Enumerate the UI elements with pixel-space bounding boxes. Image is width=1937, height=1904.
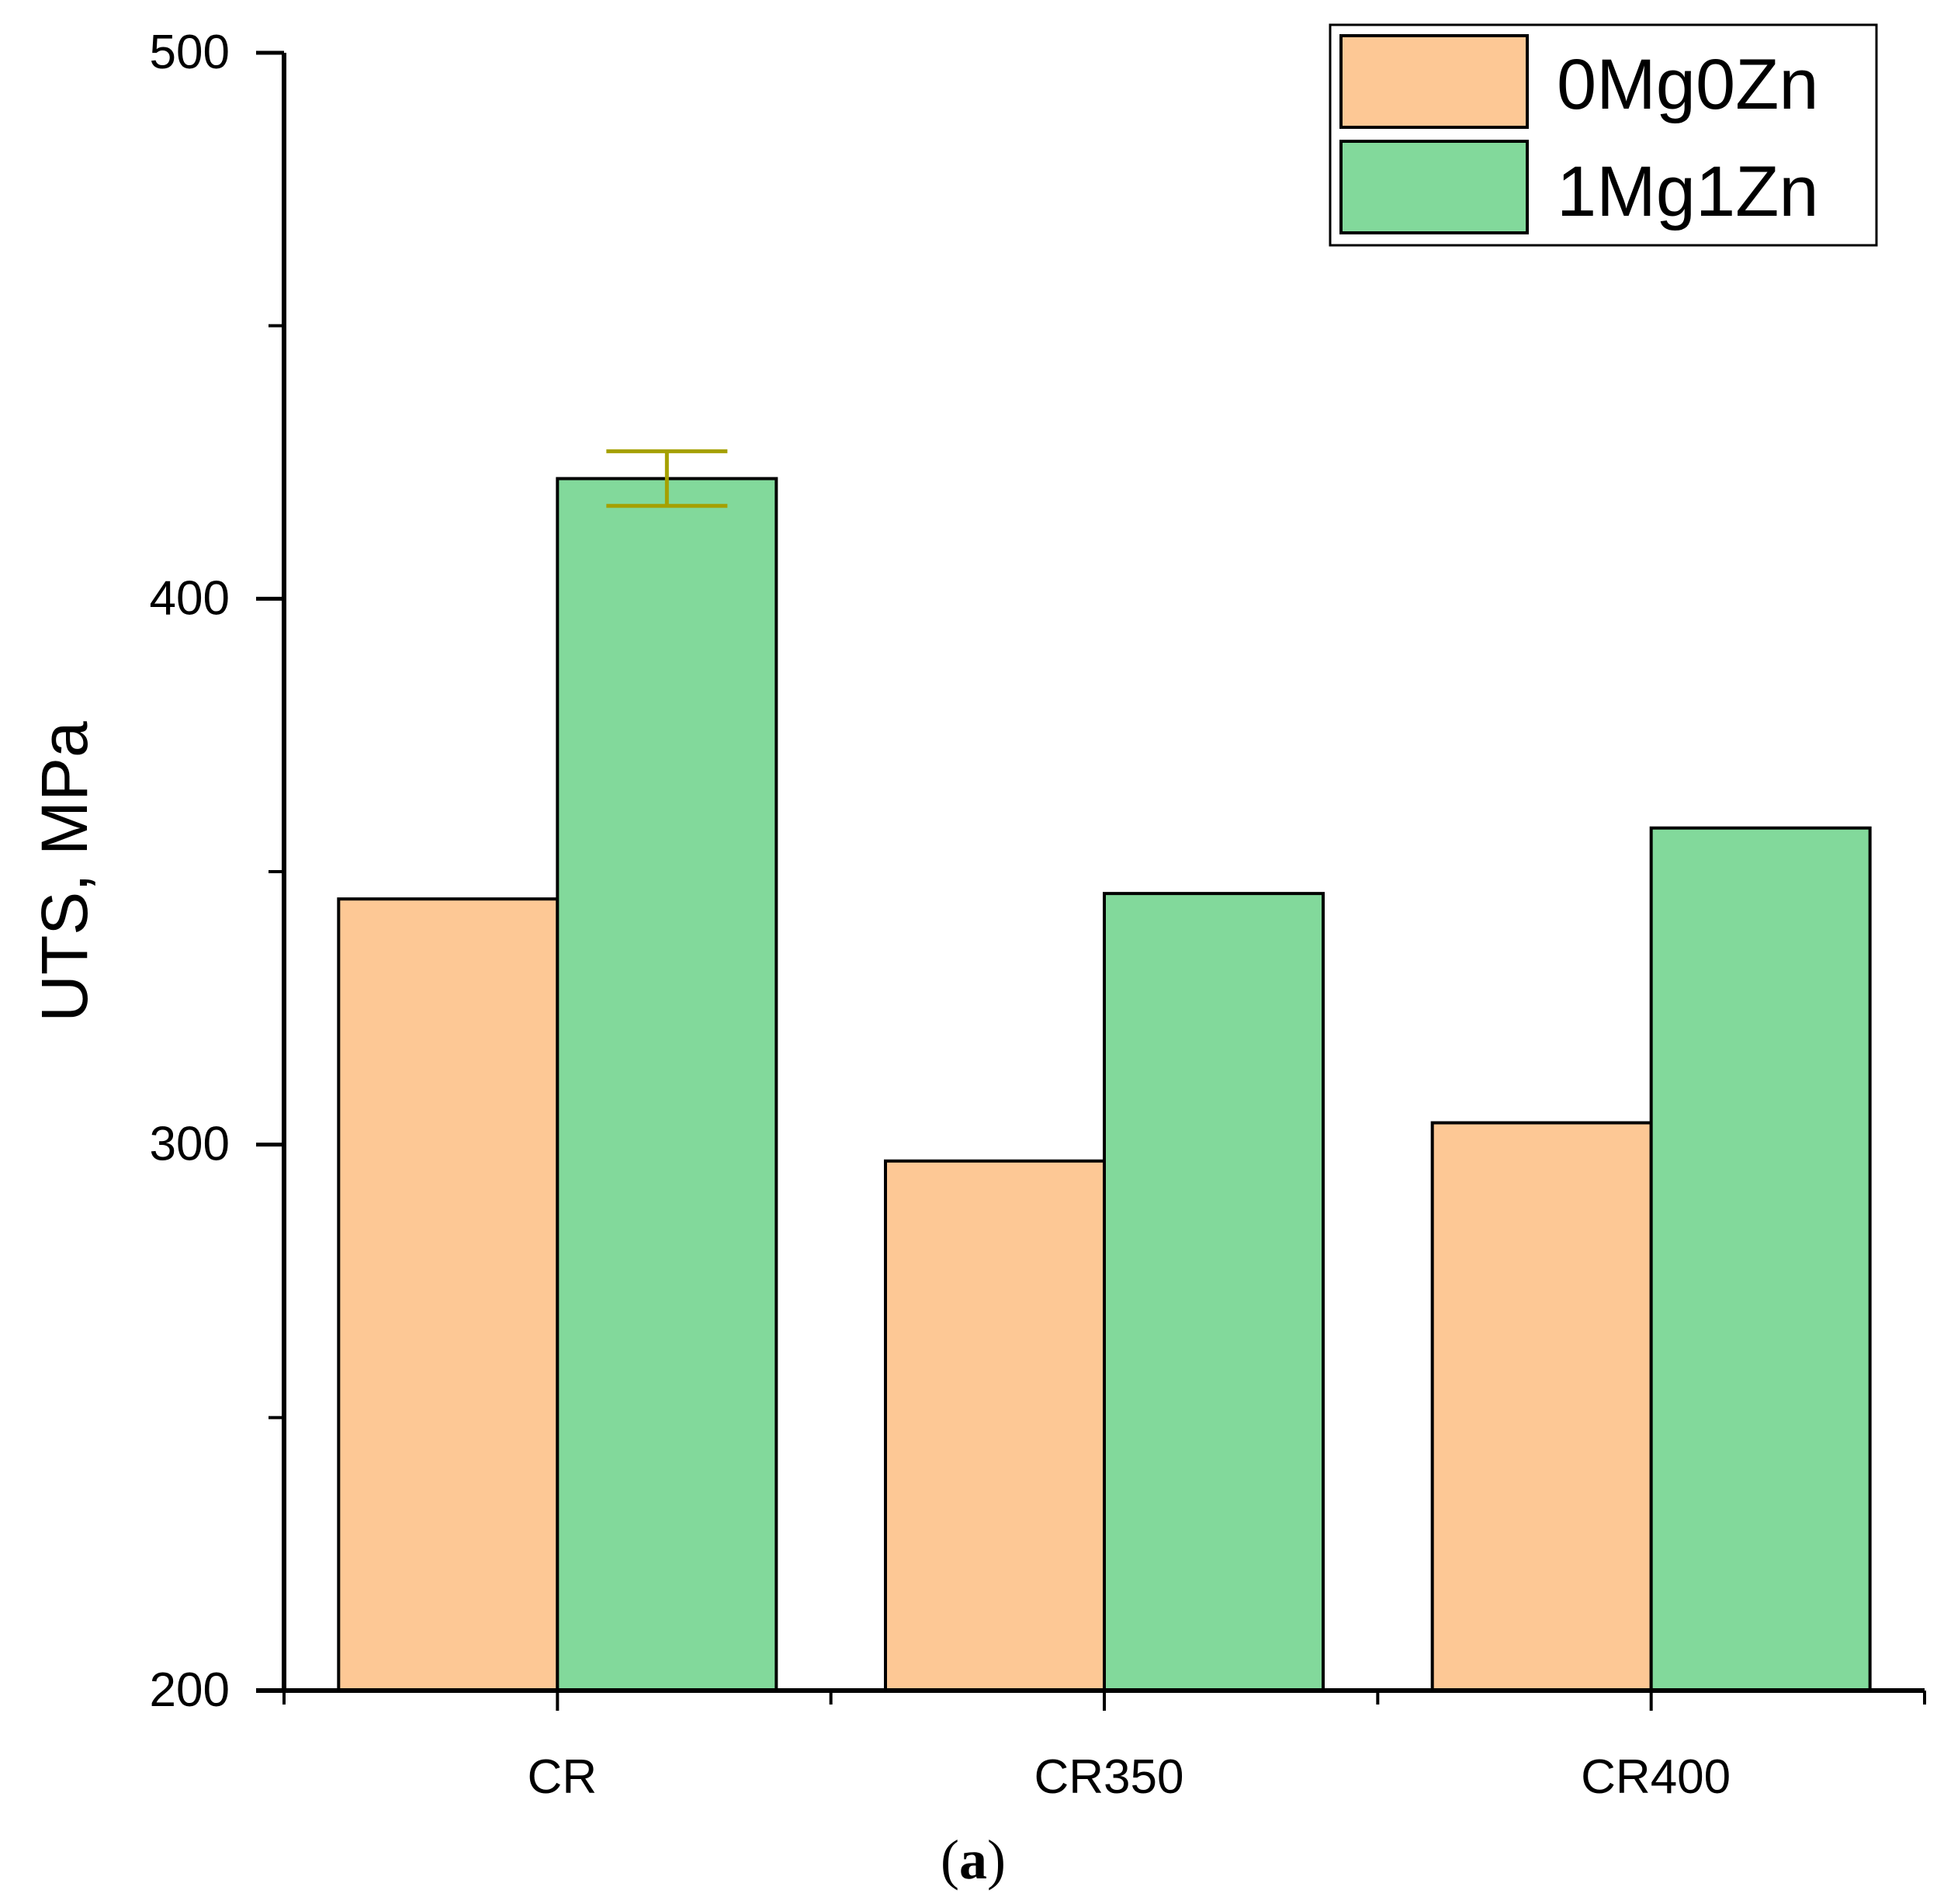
bars-group: [337, 477, 1872, 1693]
x-tick-label-cr: CR: [528, 1750, 598, 1804]
y-ticks-group: 200 300 400 500: [150, 26, 284, 1717]
legend-swatch-0mg0zn: [1339, 34, 1529, 129]
error-bars-group: [606, 449, 728, 508]
legend-label-0mg0zn: 0Mg0Zn: [1557, 45, 1819, 124]
y-tick-label-400: 400: [150, 571, 230, 625]
caption-open: (: [941, 1829, 959, 1891]
x-tick-label-cr400: CR400: [1581, 1750, 1731, 1804]
bar-1mg1zn-cr350: [1103, 892, 1325, 1692]
caption-letter: a: [959, 1829, 987, 1891]
bar-0mg0zn-cr350: [884, 1159, 1106, 1693]
figure-caption: (a): [941, 1829, 1006, 1891]
y-tick-label-500: 500: [150, 26, 230, 79]
bar-0mg0zn-cr400: [1430, 1121, 1653, 1692]
x-tick-label-cr350: CR350: [1034, 1750, 1184, 1804]
y-tick-label-300: 300: [150, 1118, 230, 1171]
bar-1mg1zn-cr: [556, 477, 778, 1692]
bar-0mg0zn-cr: [337, 897, 560, 1692]
legend-label-1mg1zn: 1Mg1Zn: [1557, 152, 1819, 231]
legend-swatch-1mg1zn: [1339, 140, 1529, 234]
caption-close: ): [987, 1829, 1006, 1891]
x-ticks-group: CR CR350 CR400: [282, 1691, 1926, 1804]
y-tick-label-200: 200: [150, 1663, 230, 1717]
bar-1mg1zn-cr400: [1649, 826, 1872, 1692]
legend: 0Mg0Zn 1Mg1Zn: [1329, 23, 1878, 247]
y-axis-title: UTS, MPa: [28, 721, 101, 1022]
